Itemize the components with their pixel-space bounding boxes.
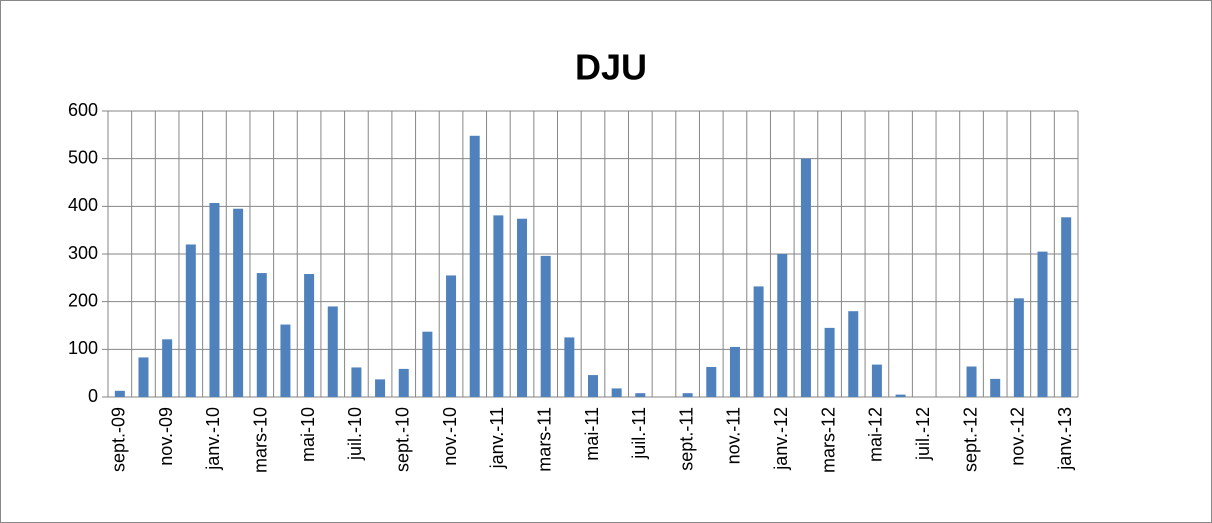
bar [588,375,598,397]
y-tick-label: 500 [68,147,98,167]
y-tick-label: 100 [68,338,98,358]
bar [564,337,575,397]
x-tick-label: juil.-11 [629,407,649,460]
bar [635,393,646,397]
x-tick-label: juil.-12 [913,407,933,461]
bar [611,388,622,397]
bar [351,367,362,397]
x-tick-label: mai-10 [298,407,318,462]
bar [209,202,220,397]
y-tick-label: 300 [68,243,98,263]
bar [824,327,835,397]
y-tick-label: 400 [68,195,98,215]
bar [138,357,149,397]
x-tick-label: sept.-09 [109,407,129,472]
bar [753,286,764,397]
x-tick-label: janv.-11 [487,407,507,469]
bar [280,324,291,397]
bar [895,394,906,397]
bar [256,273,267,397]
bar [682,393,693,397]
x-tick-label: mai-12 [866,407,886,462]
bar [706,366,717,397]
y-tick-label: 600 [68,100,98,120]
x-tick-label: mars-10 [251,407,271,473]
x-tick-label: nov.-10 [440,407,460,466]
bar [729,346,740,397]
bar [446,275,457,397]
bar [1061,217,1072,397]
bar [114,390,125,397]
bar [777,254,788,397]
x-tick-label: janv.-12 [771,407,791,471]
x-tick-label: sept.-12 [960,407,980,472]
x-tick-label: janv.-13 [1055,407,1075,471]
x-tick-label: nov.-12 [1008,407,1028,466]
bar [233,208,244,397]
bar [1037,251,1048,397]
bar [540,255,551,397]
x-tick-label: nov.-11 [724,407,744,464]
bar [162,339,173,397]
bar [1013,298,1024,397]
bar [327,306,338,397]
bar [871,364,882,397]
x-tick-label: janv.-10 [203,407,223,471]
bar [375,379,386,397]
x-tick-label: juil.-10 [345,407,365,461]
bar [990,378,1001,397]
bar [966,366,977,397]
x-tick-label: sept.-10 [392,407,412,472]
x-tick-label: mai-11 [582,407,602,461]
bar [493,215,504,397]
x-tick-label: mars-11 [534,407,554,472]
bar [517,218,528,397]
y-tick-label: 0 [88,386,98,406]
bar [185,244,196,397]
bar [304,274,315,397]
bar [398,368,409,397]
bar [422,331,433,397]
bar [848,311,859,397]
x-tick-label: sept.-11 [676,407,696,471]
chart-title: DJU [575,47,647,88]
bar [800,158,811,397]
bar [469,135,480,397]
x-tick-label: mars-12 [818,407,838,473]
y-tick-label: 200 [68,290,98,310]
x-tick-label: nov.-09 [156,407,176,466]
